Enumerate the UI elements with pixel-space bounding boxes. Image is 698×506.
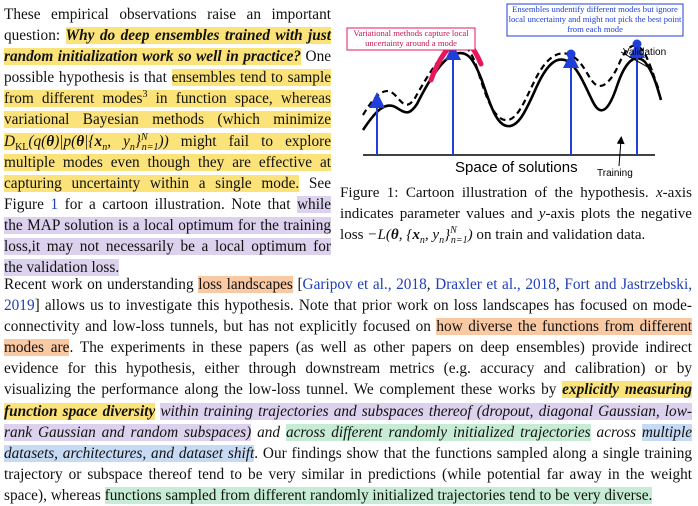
see-figure-text: See Figure bbox=[4, 174, 331, 213]
loss-landscapes-highlight: loss landscapes bbox=[198, 276, 293, 293]
hypothesis-text-a: ensembles tend to sample from different … bbox=[4, 69, 331, 108]
bottom-s1: Recent work on understanding bbox=[4, 276, 194, 293]
bottom-s4: Our findings show that the functions sam… bbox=[4, 444, 692, 504]
left-column-text: These empirical observations raise an im… bbox=[4, 4, 331, 278]
y-var: y bbox=[538, 206, 546, 222]
figure-ref-link[interactable]: 1 bbox=[50, 195, 59, 213]
validation-curve bbox=[361, 51, 663, 131]
bottom-s2: allows us to investigate this hypothesis… bbox=[4, 297, 692, 336]
ensembles-label: Ensembles undentify different modes but … bbox=[508, 4, 682, 34]
training-label: Training bbox=[597, 168, 633, 179]
bottom-s3: The experiments in these papers (as well… bbox=[4, 339, 692, 399]
variational-label-box bbox=[346, 27, 476, 51]
caption-text-4: on train and validation data. bbox=[476, 227, 646, 243]
caption-label: Figure 1: bbox=[340, 185, 399, 201]
final-highlight: functions sampled from different randoml… bbox=[104, 486, 653, 504]
hypothesis-text-b: in function space, whereas variational B… bbox=[4, 90, 331, 129]
x-var: x bbox=[655, 185, 663, 201]
loss-formula: −L(θ, {xn, yn}Nn=1) bbox=[367, 224, 473, 247]
kl-formula: DKL(q(θ)|p(θ|{xn, yn}Nn=1)) bbox=[4, 131, 169, 153]
footnote-marker[interactable]: 3 bbox=[142, 89, 148, 101]
training-pointer bbox=[616, 136, 625, 167]
hypothesis-intro: One possible hypothesis is that bbox=[4, 48, 332, 87]
caption-text-2: -axis indicates parameter values and bbox=[340, 185, 692, 222]
cartoon-figure: Space of solutions Variational methods c… bbox=[346, 3, 684, 179]
variational-label: Variational methods capture local uncert… bbox=[353, 28, 469, 48]
intro-text: These empirical observations raise an im… bbox=[4, 6, 331, 45]
see-figure-text-2: for a cartoon illustration. Note that bbox=[64, 195, 291, 213]
citation-link[interactable]: Draxler et al., 2018 bbox=[435, 276, 556, 293]
ensembles-label-box bbox=[506, 3, 684, 37]
mode-point-2 bbox=[566, 49, 576, 59]
citation-link[interactable]: Garipov et al., 2018 bbox=[302, 276, 427, 293]
mode-point-3 bbox=[632, 39, 642, 49]
axis-label: Space of solutions bbox=[455, 159, 578, 176]
bottom-paragraph: Recent work on understanding loss landsc… bbox=[4, 276, 693, 504]
hypothesis-text-c: might fail to explore multiple modes eve… bbox=[4, 132, 331, 192]
training-curve bbox=[362, 42, 661, 122]
caption-text-1: Cartoon illustration of the hypothesis. bbox=[405, 185, 649, 201]
citation-link[interactable]: Fort and Jastrzebski, 2019 bbox=[4, 276, 693, 315]
across-trajectories-highlight: across different randomly initialized tr… bbox=[285, 423, 591, 441]
validation-pointer bbox=[620, 51, 654, 71]
caption-text-3: -axis plots the negative loss bbox=[340, 206, 692, 243]
hypothesis-highlight: ensembles tend to sample from different … bbox=[4, 69, 331, 192]
across-word: across bbox=[596, 423, 636, 441]
figure-caption: Figure 1: Cartoon illustration of the hy… bbox=[340, 183, 692, 246]
validation-label: Validation bbox=[623, 47, 666, 58]
and-word: and bbox=[257, 423, 281, 441]
